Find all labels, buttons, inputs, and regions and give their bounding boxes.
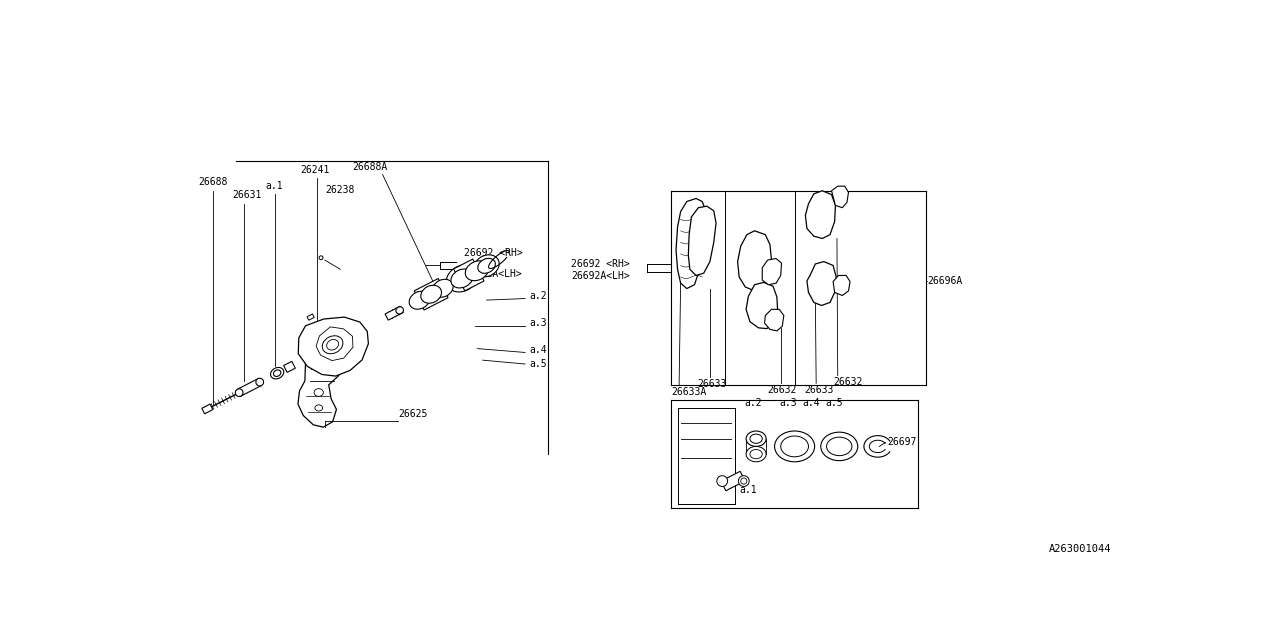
Ellipse shape (774, 431, 814, 462)
Polygon shape (237, 379, 261, 396)
Ellipse shape (256, 378, 264, 386)
Text: 26633: 26633 (698, 380, 727, 389)
Polygon shape (202, 404, 212, 414)
Text: 26692 <RH>: 26692 <RH> (463, 248, 522, 258)
Text: 26632: 26632 (833, 377, 863, 387)
Ellipse shape (274, 370, 280, 376)
Text: a.5: a.5 (826, 398, 844, 408)
Polygon shape (746, 282, 778, 328)
Text: 26633: 26633 (804, 385, 833, 395)
Ellipse shape (410, 291, 430, 309)
Polygon shape (721, 471, 745, 491)
Ellipse shape (741, 478, 746, 484)
Polygon shape (806, 262, 836, 305)
Text: 26697: 26697 (887, 437, 916, 447)
Text: 26692 <RH>: 26692 <RH> (571, 259, 630, 269)
Polygon shape (298, 317, 369, 376)
Polygon shape (284, 362, 296, 372)
Ellipse shape (421, 285, 442, 303)
Ellipse shape (323, 336, 343, 354)
Text: 26633A: 26633A (672, 387, 707, 397)
Text: 26688: 26688 (198, 177, 228, 187)
Ellipse shape (466, 260, 489, 281)
Text: 26692A<LH>: 26692A<LH> (571, 271, 630, 281)
Ellipse shape (433, 279, 453, 297)
Polygon shape (832, 186, 849, 208)
Polygon shape (298, 348, 340, 427)
Ellipse shape (746, 431, 767, 447)
Ellipse shape (750, 434, 763, 444)
Ellipse shape (314, 388, 324, 396)
Polygon shape (307, 314, 315, 320)
Ellipse shape (447, 265, 477, 292)
Ellipse shape (270, 367, 284, 379)
Text: 26692A<LH>: 26692A<LH> (463, 269, 522, 279)
Polygon shape (415, 278, 448, 310)
Text: a.3: a.3 (529, 318, 547, 328)
Ellipse shape (781, 436, 809, 457)
Text: 26631: 26631 (233, 190, 262, 200)
Ellipse shape (717, 476, 727, 486)
Polygon shape (833, 275, 850, 296)
Text: 26625: 26625 (398, 410, 428, 419)
Text: a.2: a.2 (745, 398, 762, 408)
Polygon shape (737, 231, 772, 291)
Ellipse shape (451, 269, 474, 288)
Ellipse shape (319, 256, 323, 260)
Polygon shape (763, 259, 782, 285)
Ellipse shape (477, 259, 495, 273)
Ellipse shape (820, 432, 858, 461)
Text: a.5: a.5 (529, 359, 547, 369)
Text: a.4: a.4 (529, 345, 547, 355)
Text: 26696A: 26696A (928, 276, 963, 286)
Ellipse shape (750, 449, 763, 459)
Polygon shape (764, 309, 783, 331)
Text: a.1: a.1 (739, 485, 756, 495)
Text: 26238: 26238 (325, 186, 355, 195)
Text: 26688A: 26688A (352, 161, 387, 172)
Ellipse shape (315, 405, 323, 411)
Polygon shape (676, 198, 707, 289)
Ellipse shape (326, 339, 338, 350)
Ellipse shape (236, 388, 243, 397)
Text: 26241: 26241 (301, 165, 330, 175)
Ellipse shape (746, 447, 767, 462)
Text: a.1: a.1 (266, 180, 283, 191)
Ellipse shape (827, 437, 852, 456)
Polygon shape (316, 327, 353, 360)
Polygon shape (453, 259, 484, 291)
Text: 26632: 26632 (768, 385, 797, 395)
Polygon shape (385, 307, 403, 320)
Polygon shape (689, 206, 716, 275)
Text: A263001044: A263001044 (1048, 544, 1111, 554)
Ellipse shape (474, 255, 499, 277)
Ellipse shape (739, 476, 749, 486)
Polygon shape (805, 191, 836, 239)
Text: a.3: a.3 (780, 398, 797, 408)
Ellipse shape (396, 307, 403, 314)
Text: a.2: a.2 (529, 291, 547, 301)
Text: a.4: a.4 (803, 398, 820, 408)
